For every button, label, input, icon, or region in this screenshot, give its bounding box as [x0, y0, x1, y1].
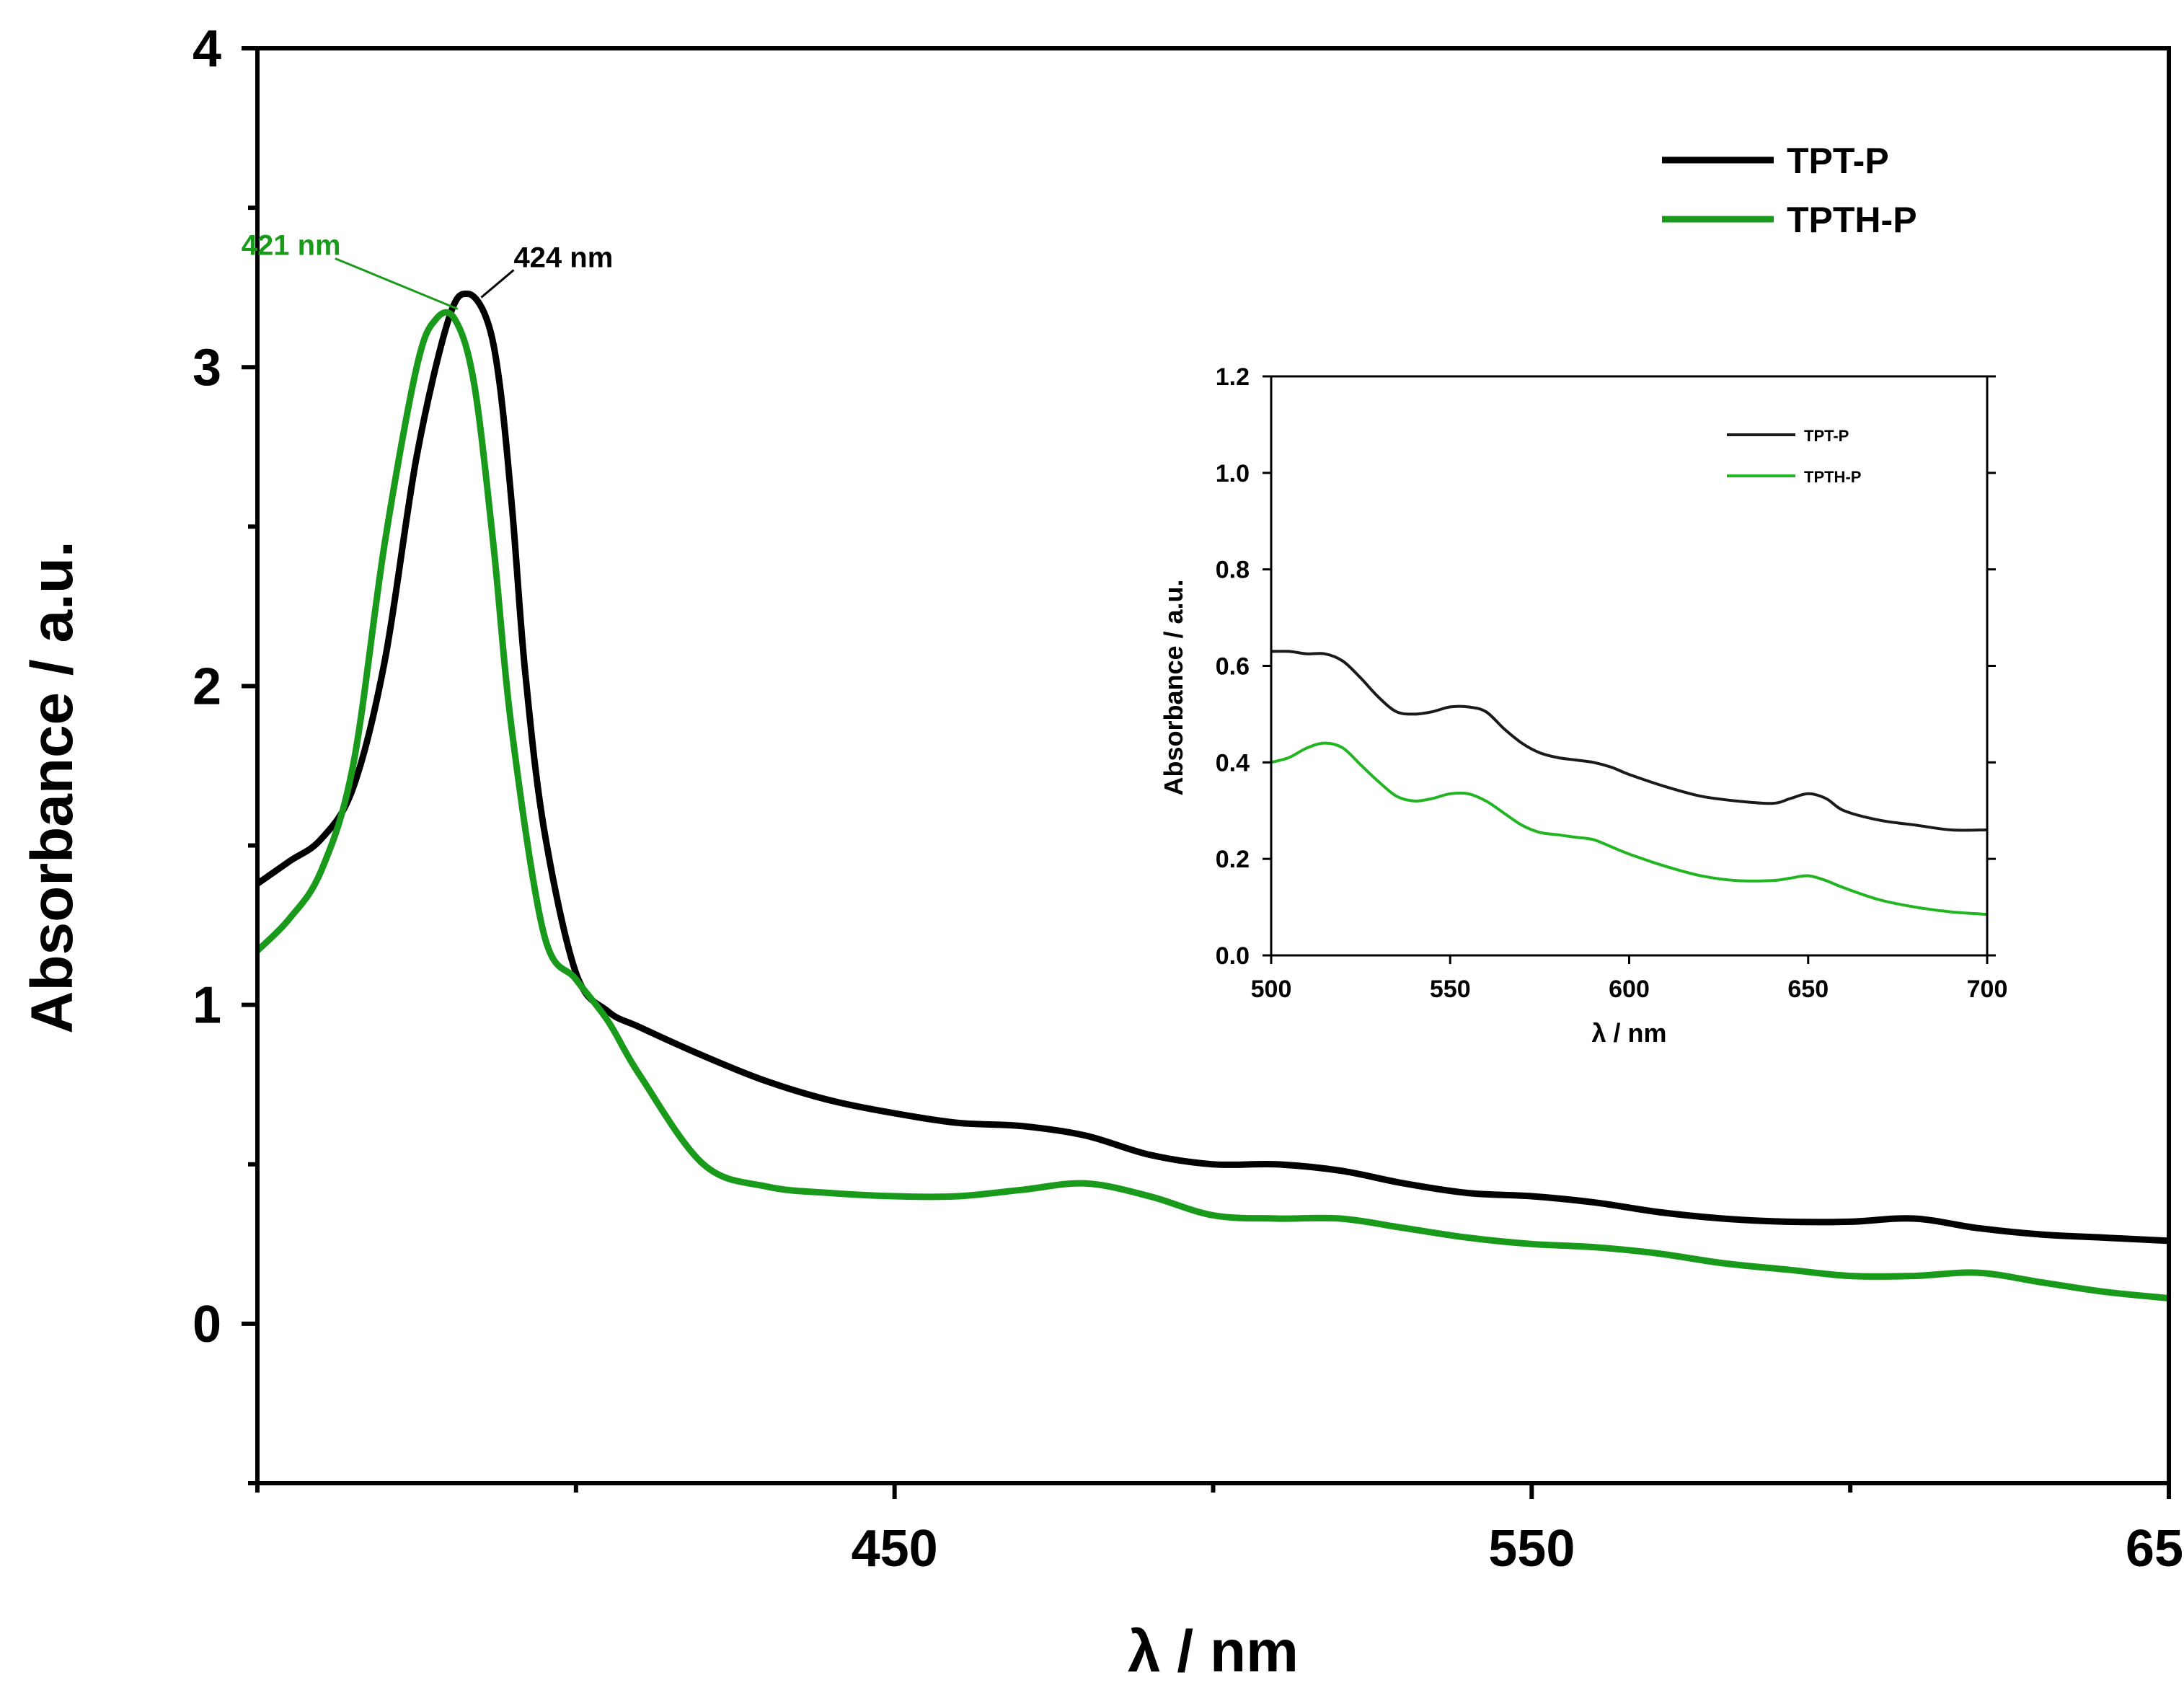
main-legend-label-tpth-p: TPTH-P [1787, 200, 1917, 240]
inset-series-group [1271, 650, 1987, 916]
inset-y-tick-label: 1.0 [1216, 460, 1250, 487]
inset-legend-label-tpth-p: TPTH-P [1804, 468, 1861, 486]
inset-y-tick-label: 1.2 [1216, 363, 1250, 391]
main-y-tick-label: 4 [193, 20, 221, 78]
inset-y-tick-label: 0.0 [1216, 942, 1250, 970]
main-y-tick-label: 3 [193, 339, 221, 397]
main-y-tick-label: 0 [193, 1296, 221, 1353]
main-y-tick-label: 1 [193, 977, 221, 1035]
inset-legend-label-tpt-p: TPT-P [1804, 427, 1849, 445]
main-y-tick-label: 2 [193, 658, 221, 715]
main-chart: 0 1 2 3 4 450 550 650 424 nm 421 nm λ / nm Absor… [19, 20, 2184, 1684]
inset-ticks-group: 0.0 0.2 0.4 0.6 0.8 1.0 1.2 500 550 600 650 700 [1216, 363, 2008, 1003]
inset-series-line-tpth-p [1271, 741, 1987, 916]
main-x-tick-label: 450 [852, 1520, 938, 1578]
main-series-line-tpt-p [257, 290, 2169, 1245]
inset-x-tick-label: 550 [1430, 976, 1471, 1003]
main-legend-label-tpt-p: TPT-P [1787, 141, 1889, 181]
inset-legend: TPT-P TPTH-P [1727, 427, 1861, 486]
main-annotations-group: 424 nm 421 nm [242, 229, 613, 310]
annotation-424-leader [480, 269, 515, 299]
main-series-group [257, 290, 2169, 1301]
main-y-axis-label: Absorbance / a.u. [19, 541, 85, 1034]
inset-x-axis-label: λ / nm [1591, 1018, 1666, 1048]
main-series-line-tpth-p [257, 309, 2169, 1301]
annotation-421-leader [335, 257, 459, 310]
inset-x-tick-label: 700 [1967, 976, 2008, 1003]
inset-chart: 0.0 0.2 0.4 0.6 0.8 1.0 1.2 500 550 600 650 700 λ /… [1159, 363, 2007, 1048]
inset-y-axis-label: Absorbance / a.u. [1159, 579, 1188, 795]
inset-y-tick-label: 0.4 [1216, 749, 1250, 777]
inset-x-tick-label: 600 [1609, 976, 1650, 1003]
inset-y-tick-label: 0.8 [1216, 557, 1250, 584]
main-x-tick-label: 550 [1488, 1520, 1575, 1578]
inset-x-tick-label: 650 [1787, 976, 1829, 1003]
main-ticks-group: 0 1 2 3 4 450 550 650 [193, 20, 2184, 1578]
main-x-axis-label: λ / nm [1128, 1619, 1299, 1684]
inset-x-tick-label: 500 [1251, 976, 1292, 1003]
inset-y-tick-label: 0.2 [1216, 846, 1250, 873]
inset-y-tick-label: 0.6 [1216, 653, 1250, 681]
annotation-424-label: 424 nm [513, 242, 613, 274]
main-x-tick-label: 650 [2126, 1520, 2184, 1578]
main-legend: TPT-P TPTH-P [1662, 141, 1917, 240]
inset-series-line-tpt-p [1271, 650, 1987, 832]
annotation-421-label: 421 nm [242, 229, 341, 261]
